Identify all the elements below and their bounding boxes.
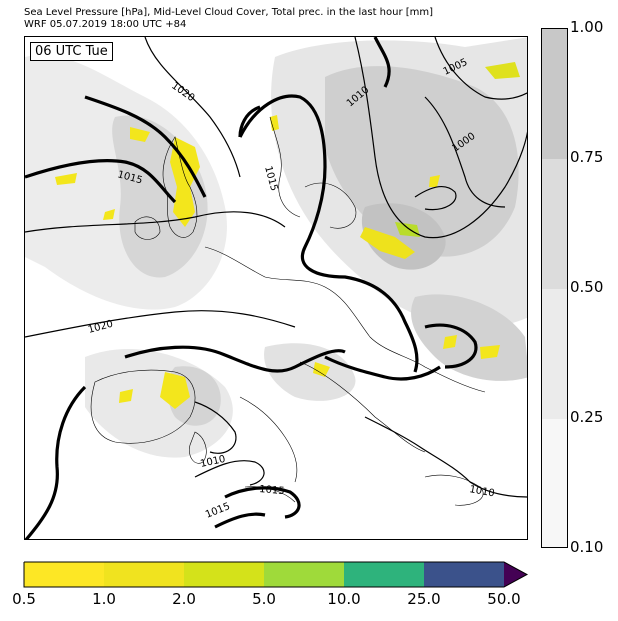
cloud-cover-tick: 0.75 [570, 148, 604, 166]
cloud-cover-tick: 1.00 [570, 18, 604, 36]
precipitation-shading [55, 62, 520, 409]
isobars [25, 37, 527, 498]
precip-bin [104, 562, 184, 587]
precip-tick: 5.0 [252, 590, 276, 608]
cloud-cover-shading [25, 37, 527, 458]
precip-tick: 50.0 [487, 590, 521, 608]
isobar-1015 [25, 37, 478, 539]
precipitation-colorbar [23, 561, 529, 588]
precip-bin [424, 562, 504, 587]
isobar-label: 1015 [259, 484, 285, 497]
cloud-cover-tick: 0.10 [570, 538, 604, 556]
isobar-label: 1015 [204, 501, 232, 521]
isobar-label: 1010 [468, 484, 495, 499]
precip-tick: 10.0 [327, 590, 361, 608]
precip-bin [24, 562, 104, 587]
precip-bin-extend-arrow [504, 562, 527, 587]
isobar-label: 1010 [199, 454, 226, 470]
precip-colorbar-outline [23, 561, 529, 588]
isobar-label: 1020 [87, 319, 114, 336]
title-line-2: WRF 05.07.2019 18:00 UTC +84 [24, 19, 187, 30]
title-line-1: Sea Level Pressure [hPa], Mid-Level Clou… [24, 7, 434, 18]
forecast-time-label: 06 UTC Tue [30, 42, 113, 61]
cloud-cover-bin [542, 419, 567, 547]
precip-tick: 2.0 [172, 590, 196, 608]
cloud-cover-bin [542, 289, 567, 419]
precip-tick: 1.0 [92, 590, 116, 608]
precip-bin [184, 562, 264, 587]
precip-bin [264, 562, 344, 587]
chart-title: Sea Level Pressure [hPa], Mid-Level Clou… [24, 7, 433, 31]
map-canvas: 1020 1015 1010 1005 1000 1015 1020 1010 … [25, 37, 527, 539]
isobar-label: 1020 [169, 80, 196, 104]
precip-bin [344, 562, 424, 587]
cloud-cover-tick: 0.50 [570, 278, 604, 296]
isobar-label: 1015 [262, 165, 279, 192]
cloud-cover-bin [542, 29, 567, 159]
precip-tick: 0.5 [12, 590, 36, 608]
weather-map: 1020 1015 1010 1005 1000 1015 1020 1010 … [24, 36, 528, 540]
cloud-cover-colorbar [541, 28, 568, 548]
cloud-cover-tick: 0.25 [570, 408, 604, 426]
precip-tick: 25.0 [407, 590, 441, 608]
cloud-cover-bin [542, 159, 567, 289]
